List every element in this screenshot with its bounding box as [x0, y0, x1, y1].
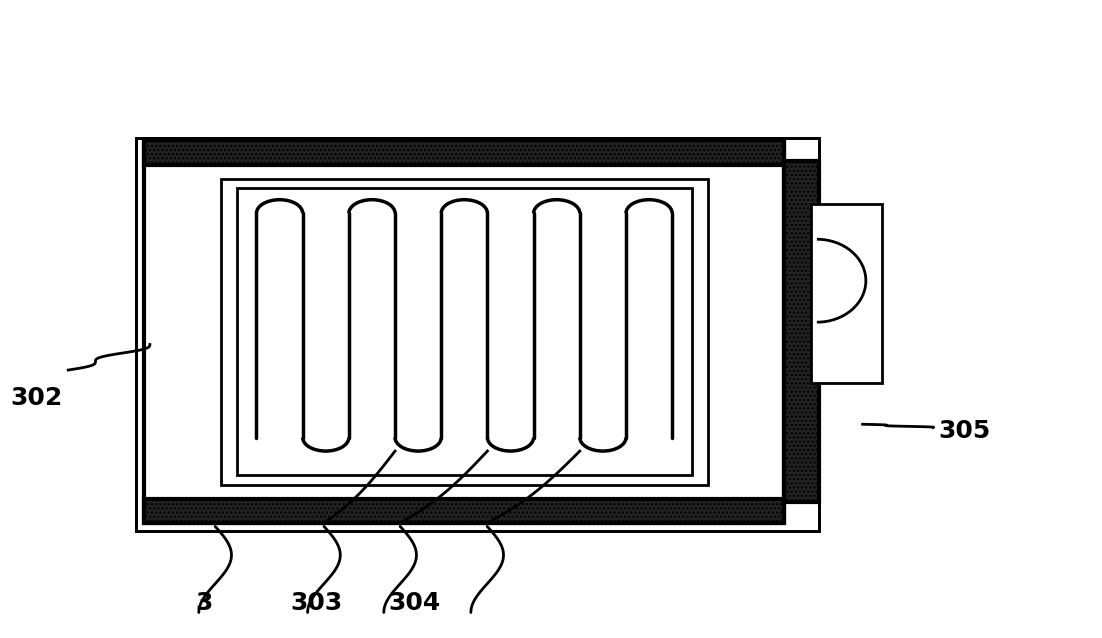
Bar: [811, 204, 883, 383]
Bar: [136, 138, 819, 531]
Bar: [785, 161, 819, 502]
Bar: [144, 499, 785, 523]
Text: 303: 303: [290, 591, 343, 615]
Text: 305: 305: [939, 419, 991, 443]
Bar: [220, 179, 709, 485]
Bar: [136, 138, 819, 531]
Bar: [144, 140, 785, 523]
Text: 302: 302: [11, 386, 63, 410]
Bar: [237, 188, 692, 475]
Bar: [144, 140, 785, 165]
Bar: [144, 165, 785, 499]
Text: 3: 3: [195, 591, 213, 615]
Text: 304: 304: [388, 591, 441, 615]
